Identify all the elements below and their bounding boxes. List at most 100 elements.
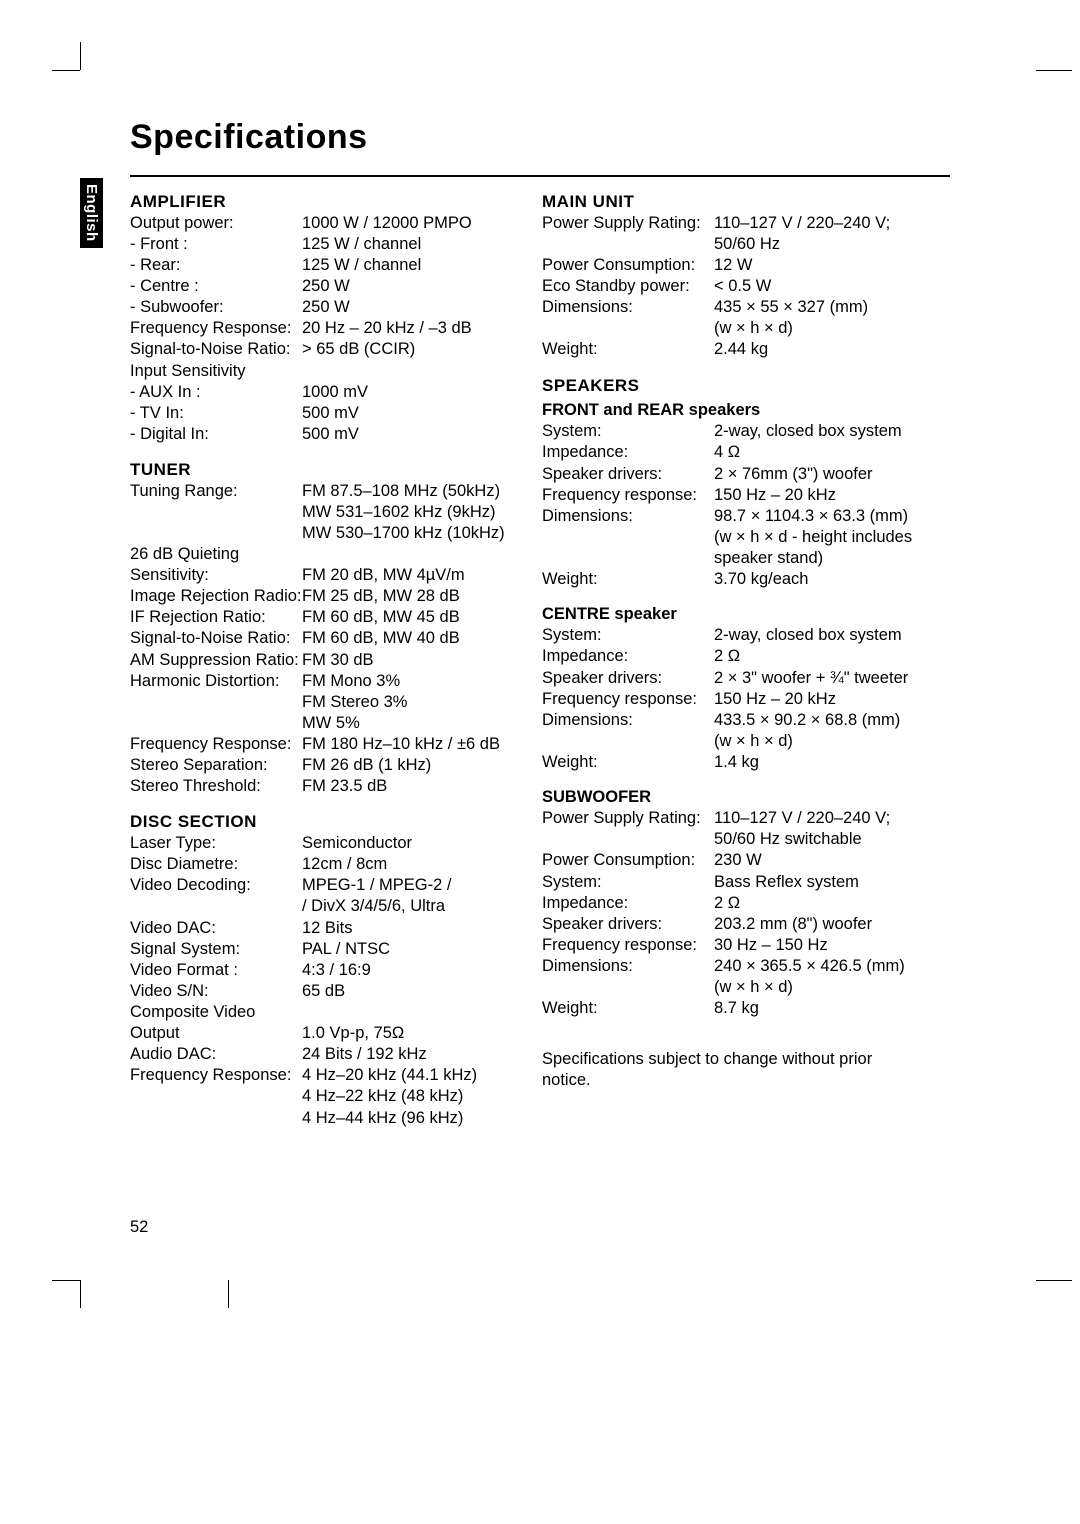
spec-row: / DivX 3/4/5/6, Ultra [130, 896, 510, 917]
spec-label: System: [542, 872, 714, 893]
spec-row: Power Consumption:12 W [542, 255, 922, 276]
page-title: Specifications [130, 118, 950, 157]
spec-row: FM Stereo 3% [130, 692, 510, 713]
spec-row: Frequency Response:20 Hz – 20 kHz / –3 d… [130, 318, 510, 339]
spec-row: IF Rejection Ratio:FM 60 dB, MW 45 dB [130, 607, 510, 628]
spec-label: System: [542, 625, 714, 646]
spec-row: Input Sensitivity [130, 361, 510, 382]
spec-row: Laser Type:Semiconductor [130, 833, 510, 854]
spec-row: 50/60 Hz switchable [542, 829, 922, 850]
spec-row: Audio DAC:24 Bits / 192 kHz [130, 1044, 510, 1065]
spec-value: 24 Bits / 192 kHz [302, 1044, 510, 1065]
spec-label: Eco Standby power: [542, 276, 714, 297]
spec-row: Harmonic Distortion:FM Mono 3% [130, 671, 510, 692]
spec-label: Frequency response: [542, 689, 714, 710]
disc-specs: Laser Type:SemiconductorDisc Diametre:12… [130, 833, 510, 1129]
spec-row: Weight:8.7 kg [542, 998, 922, 1019]
spec-value: FM 25 dB, MW 28 dB [302, 586, 510, 607]
subhead-centre: CENTRE speaker [542, 604, 922, 625]
spec-value [302, 544, 510, 565]
spec-row: - Digital In:500 mV [130, 424, 510, 445]
title-rule [130, 175, 950, 177]
section-head-tuner: TUNER [130, 459, 510, 481]
spec-row: Dimensions:435 × 55 × 327 (mm) [542, 297, 922, 318]
spec-row: Weight:2.44 kg [542, 339, 922, 360]
spec-label: System: [542, 421, 714, 442]
spec-label: - Centre : [130, 276, 302, 297]
spec-row: Output power:1000 W / 12000 PMPO [130, 213, 510, 234]
spec-value: (w × h × d - height includes [714, 527, 922, 548]
spec-value: 20 Hz – 20 kHz / –3 dB [302, 318, 510, 339]
spec-row: Signal-to-Noise Ratio:> 65 dB (CCIR) [130, 339, 510, 360]
spec-row: 26 dB Quieting [130, 544, 510, 565]
spec-value: PAL / NTSC [302, 939, 510, 960]
spec-value: 2 × 3" woofer + ¾" tweeter [714, 668, 922, 689]
spec-row: Dimensions:240 × 365.5 × 426.5 (mm) [542, 956, 922, 977]
spec-value: 230 W [714, 850, 922, 871]
spec-value: 2-way, closed box system [714, 421, 922, 442]
spec-row: 4 Hz–22 kHz (48 kHz) [130, 1086, 510, 1107]
footnote: Specifications subject to change without… [542, 1049, 922, 1091]
spec-label: Input Sensitivity [130, 361, 302, 382]
spec-label: Frequency response: [542, 485, 714, 506]
spec-value: 1000 mV [302, 382, 510, 403]
spec-label: Sensitivity: [130, 565, 302, 586]
spec-label: Signal-to-Noise Ratio: [130, 339, 302, 360]
spec-label: Dimensions: [542, 297, 714, 318]
spec-value: 2 Ω [714, 646, 922, 667]
spec-label: Impedance: [542, 893, 714, 914]
spec-label: Laser Type: [130, 833, 302, 854]
spec-value: FM 26 dB (1 kHz) [302, 755, 510, 776]
crop-mark [52, 70, 80, 71]
spec-label: Stereo Separation: [130, 755, 302, 776]
crop-mark [80, 42, 81, 70]
spec-label: Power Supply Rating: [542, 213, 714, 234]
spec-row: (w × h × d) [542, 731, 922, 752]
spec-value: 435 × 55 × 327 (mm) [714, 297, 922, 318]
spec-row: MW 5% [130, 713, 510, 734]
spec-label: Dimensions: [542, 956, 714, 977]
spec-value: 4:3 / 16:9 [302, 960, 510, 981]
spec-value: speaker stand) [714, 548, 922, 569]
subhead-front-rear: FRONT and REAR speakers [542, 400, 922, 421]
spec-value: 2 Ω [714, 893, 922, 914]
spec-row: System:2-way, closed box system [542, 625, 922, 646]
spec-row: - Subwoofer:250 W [130, 297, 510, 318]
spec-value: 250 W [302, 297, 510, 318]
spec-label: Output [130, 1023, 302, 1044]
spec-value: 2 × 76mm (3") woofer [714, 464, 922, 485]
crop-mark [52, 1280, 80, 1281]
spec-label: Power Consumption: [542, 255, 714, 276]
spec-row: Impedance:2 Ω [542, 893, 922, 914]
spec-label: Power Consumption: [542, 850, 714, 871]
spec-row: Image Rejection Radio:FM 25 dB, MW 28 dB [130, 586, 510, 607]
spec-row: Frequency Response:FM 180 Hz–10 kHz / ±6… [130, 734, 510, 755]
spec-value: 4 Hz–22 kHz (48 kHz) [302, 1086, 510, 1107]
spec-row: Power Supply Rating:110–127 V / 220–240 … [542, 808, 922, 829]
spec-label: Stereo Threshold: [130, 776, 302, 797]
spec-value: MW 530–1700 kHz (10kHz) [302, 523, 510, 544]
spec-label: Speaker drivers: [542, 914, 714, 935]
spec-label: Frequency Response: [130, 318, 302, 339]
spec-label: Impedance: [542, 442, 714, 463]
spec-row: 50/60 Hz [542, 234, 922, 255]
spec-label: Speaker drivers: [542, 464, 714, 485]
spec-label: Video S/N: [130, 981, 302, 1002]
spec-value: FM 60 dB, MW 40 dB [302, 628, 510, 649]
spec-label: Video DAC: [130, 918, 302, 939]
spec-row: Impedance:2 Ω [542, 646, 922, 667]
spec-row: - TV In:500 mV [130, 403, 510, 424]
spec-value: 203.2 mm (8") woofer [714, 914, 922, 935]
spec-value: 65 dB [302, 981, 510, 1002]
spec-value: Bass Reflex system [714, 872, 922, 893]
spec-row: Composite Video [130, 1002, 510, 1023]
spec-label [130, 692, 302, 713]
spec-label [130, 523, 302, 544]
spec-row: AM Suppression Ratio:FM 30 dB [130, 650, 510, 671]
spec-value: FM 180 Hz–10 kHz / ±6 dB [302, 734, 510, 755]
spec-value: < 0.5 W [714, 276, 922, 297]
spec-row: Output1.0 Vp-p, 75Ω [130, 1023, 510, 1044]
spec-row: Video DAC:12 Bits [130, 918, 510, 939]
spec-label: IF Rejection Ratio: [130, 607, 302, 628]
spec-row: (w × h × d) [542, 977, 922, 998]
